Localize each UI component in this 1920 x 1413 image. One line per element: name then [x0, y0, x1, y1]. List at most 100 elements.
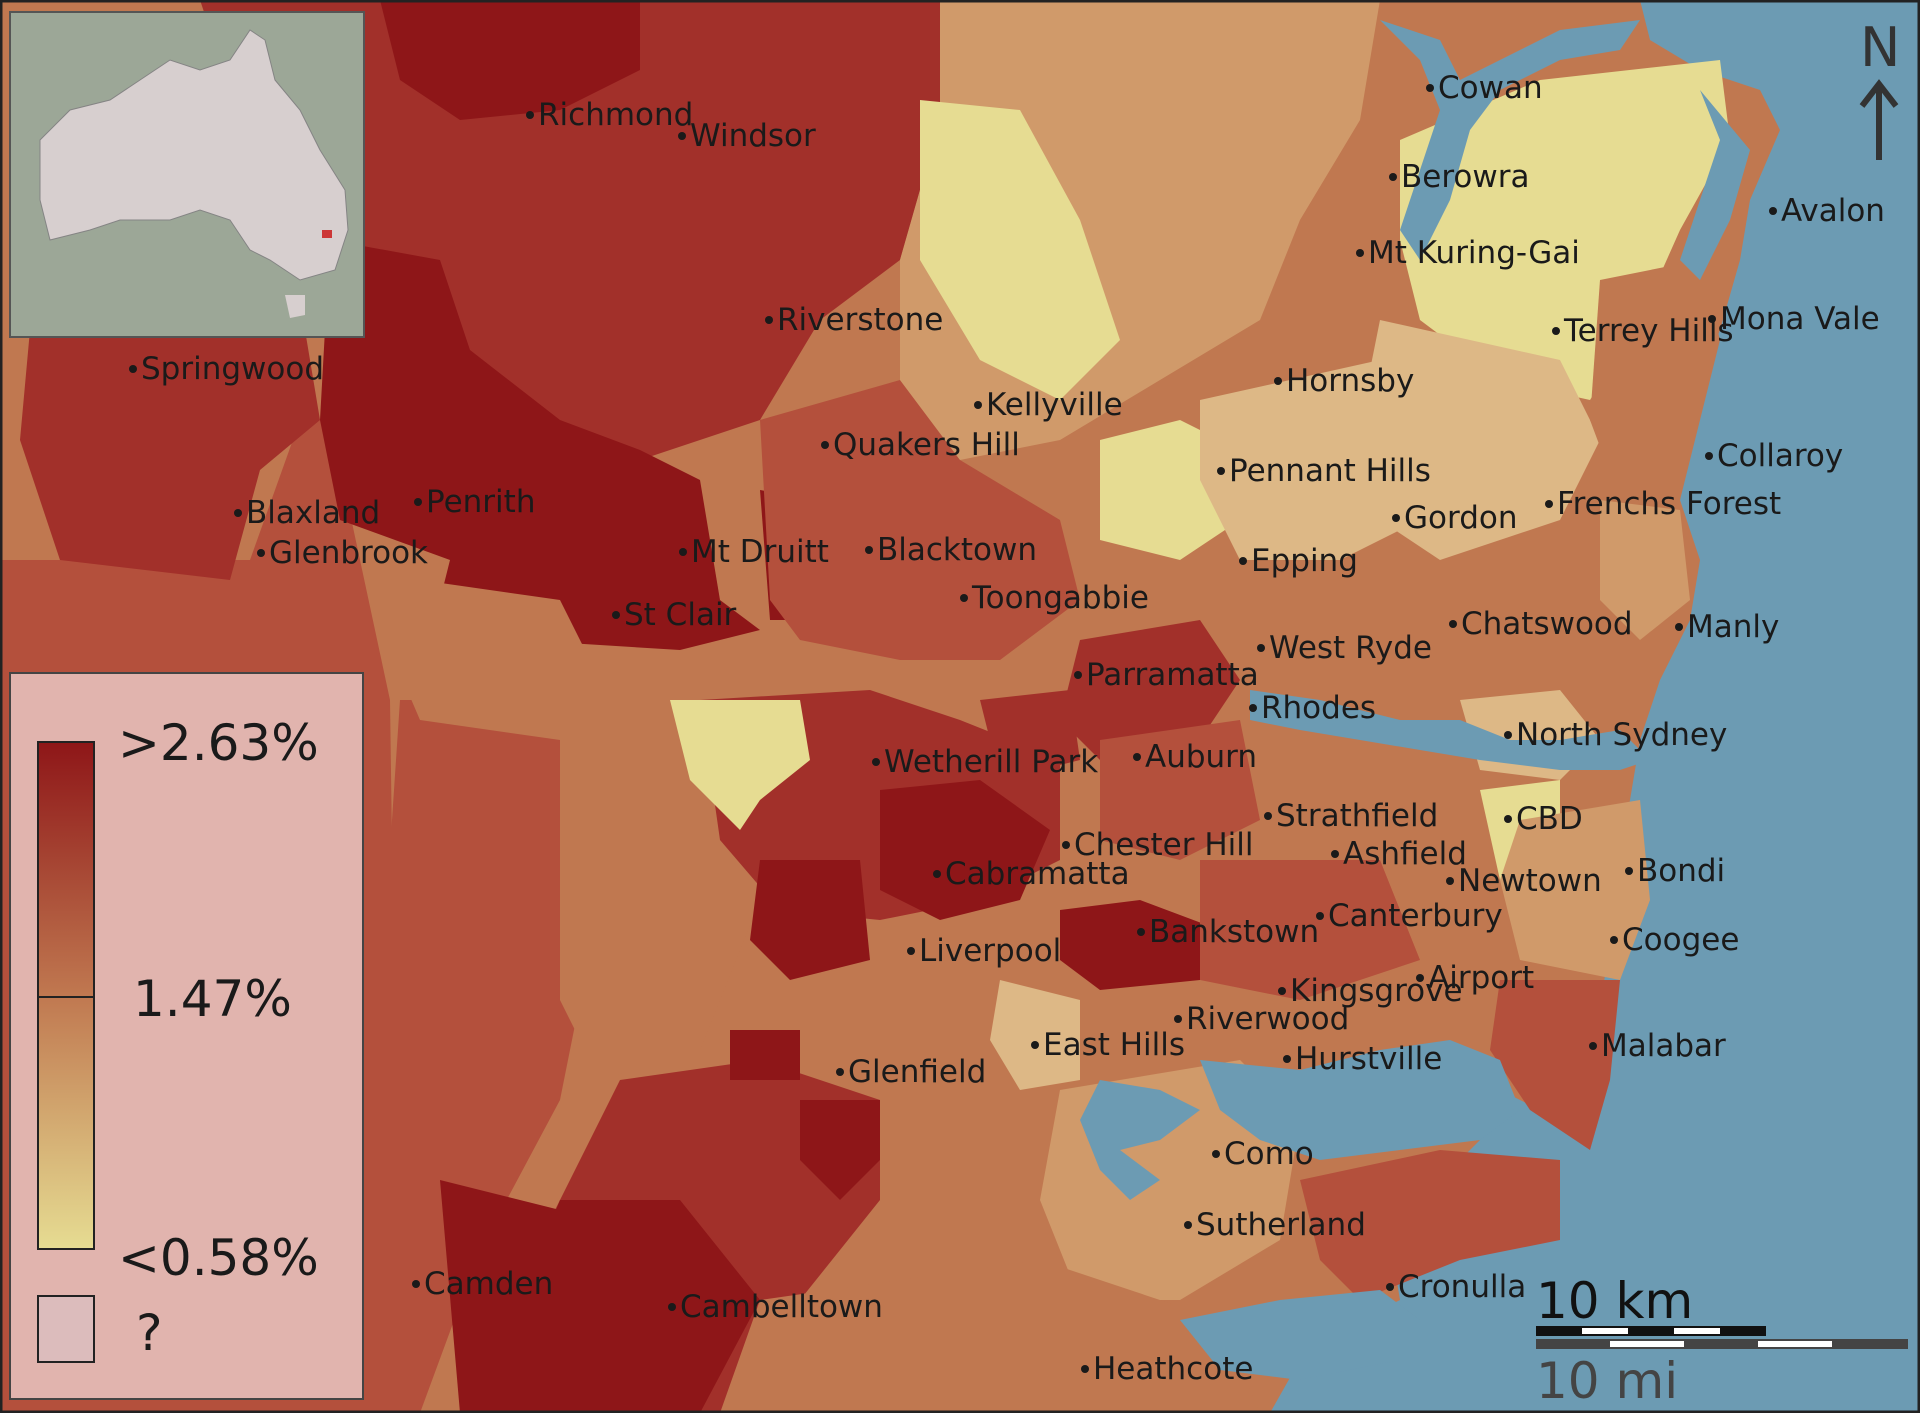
place-label-pennant-hills: Pennant Hills: [1229, 453, 1431, 489]
region-eastern-suburbs: [1500, 800, 1650, 980]
legend-min-label: <0.58%: [118, 1229, 319, 1287]
place-dot-epping: [1239, 557, 1247, 565]
place-label-mona-vale: Mona Vale: [1720, 301, 1880, 337]
place-dot-springwood: [129, 365, 137, 373]
place-dot-frenchs-forest: [1545, 500, 1553, 508]
legend-gradient-bar: [37, 741, 95, 1250]
pittwater-water: [1680, 90, 1750, 280]
place-dot-pennant-hills: [1217, 467, 1225, 475]
place-dot-como: [1212, 1150, 1220, 1158]
place-dot-mona-vale: [1708, 315, 1716, 323]
place-label-blacktown: Blacktown: [877, 532, 1037, 568]
place-dot-penrith: [414, 498, 422, 506]
place-dot-kellyville: [974, 401, 982, 409]
place-label-cabramatta: Cabramatta: [945, 856, 1130, 892]
region-springwood: [20, 290, 320, 580]
region-heathcote: [720, 1260, 1260, 1413]
region-camden-south: [440, 1180, 560, 1413]
place-dot-canterbury: [1316, 912, 1324, 920]
place-dot-cbd: [1504, 815, 1512, 823]
region-cabramatta: [880, 780, 1050, 920]
inset-location-marker: [322, 230, 332, 238]
inset-map: [9, 11, 365, 338]
place-dot-collaroy: [1705, 452, 1713, 460]
place-dot-hurstville: [1283, 1055, 1291, 1063]
place-label-kingsgrove: Kingsgrove: [1290, 973, 1463, 1009]
place-label-airport: Airport: [1428, 960, 1534, 996]
place-label-avalon: Avalon: [1781, 193, 1885, 229]
scale-km-label: 10 km: [1536, 1272, 1693, 1330]
place-dot-sutherland: [1184, 1221, 1192, 1229]
place-label-quakers-hill: Quakers Hill: [833, 427, 1020, 463]
place-label-windsor: Windsor: [690, 118, 816, 154]
place-label-heathcote: Heathcote: [1093, 1351, 1253, 1387]
place-dot-st-clair: [612, 611, 620, 619]
place-label-ashfield: Ashfield: [1343, 836, 1467, 872]
region-northern-beaches: [1590, 260, 1720, 500]
place-dot-strathfield: [1264, 812, 1272, 820]
region-glenfield-2: [730, 1030, 800, 1080]
region-eastills-pale: [990, 980, 1080, 1090]
place-dot-west-ryde: [1257, 644, 1265, 652]
place-dot-blacktown: [865, 546, 873, 554]
place-dot-wetherill-park: [872, 758, 880, 766]
place-dot-north-sydney: [1504, 731, 1512, 739]
place-label-liverpool: Liverpool: [919, 933, 1061, 969]
place-label-como: Como: [1224, 1136, 1314, 1172]
place-label-cowan: Cowan: [1438, 70, 1543, 106]
place-dot-malabar: [1589, 1042, 1597, 1050]
place-dot-parramatta: [1074, 671, 1082, 679]
place-label-richmond: Richmond: [538, 97, 693, 133]
place-label-bondi: Bondi: [1637, 853, 1725, 889]
region-gordon-tan: [1360, 320, 1600, 560]
legend: >2.63% 1.47% <0.58% ?: [9, 672, 364, 1400]
place-dot-liverpool: [907, 947, 915, 955]
place-dot-hornsby: [1274, 377, 1282, 385]
region-prospect-pale: [670, 700, 810, 830]
place-label-west-ryde: West Ryde: [1269, 630, 1432, 666]
region-southwest: [360, 700, 600, 1413]
place-dot-berowra: [1389, 173, 1397, 181]
place-label-berowra: Berowra: [1401, 159, 1529, 195]
legend-unknown-swatch: [37, 1295, 95, 1363]
place-dot-cabramatta: [933, 870, 941, 878]
north-label: N: [1860, 16, 1900, 79]
georges-river-water: [1080, 1080, 1200, 1200]
place-dot-quakers-hill: [821, 441, 829, 449]
place-dot-east-hills: [1031, 1041, 1039, 1049]
botany-bay-water: [1200, 1040, 1520, 1160]
place-dot-auburn: [1133, 753, 1141, 761]
place-label-glenbrook: Glenbrook: [269, 535, 428, 571]
place-dot-cambelltown: [668, 1303, 676, 1311]
place-label-penrith: Penrith: [426, 484, 535, 520]
legend-max-label: >2.63%: [118, 714, 319, 772]
place-dot-riverstone: [765, 316, 773, 324]
place-dot-bondi: [1625, 867, 1633, 875]
place-dot-mt-kuring-gai: [1356, 249, 1364, 257]
place-label-canterbury: Canterbury: [1328, 898, 1503, 934]
place-label-gordon: Gordon: [1404, 500, 1517, 536]
place-label-north-sydney: North Sydney: [1516, 717, 1727, 753]
place-dot-richmond: [526, 111, 534, 119]
place-label-frenchs-forest: Frenchs Forest: [1557, 486, 1781, 522]
place-dot-kingsgrove: [1278, 987, 1286, 995]
place-label-wetherill-park: Wetherill Park: [884, 744, 1098, 780]
place-dot-cronulla: [1386, 1283, 1394, 1291]
place-label-cambelltown: Cambelltown: [680, 1289, 883, 1325]
place-label-newtown: Newtown: [1458, 863, 1602, 899]
region-cronulla: [1300, 1150, 1560, 1300]
region-kellyville-pale: [920, 100, 1120, 400]
place-dot-chatswood: [1449, 620, 1457, 628]
place-label-blaxland: Blaxland: [246, 495, 380, 531]
region-parramatta: [1060, 620, 1240, 760]
place-dot-heathcote: [1081, 1365, 1089, 1373]
place-label-chester-hill: Chester Hill: [1074, 827, 1254, 863]
port-hacking-water: [1180, 1290, 1420, 1380]
place-label-mt-kuring-gai: Mt Kuring-Gai: [1368, 235, 1580, 271]
inset-tasmania: [285, 295, 305, 318]
region-bankstown: [1060, 900, 1220, 990]
place-label-manly: Manly: [1687, 609, 1779, 645]
region-wetherill: [980, 690, 1080, 780]
region-st-clair: [390, 580, 620, 740]
